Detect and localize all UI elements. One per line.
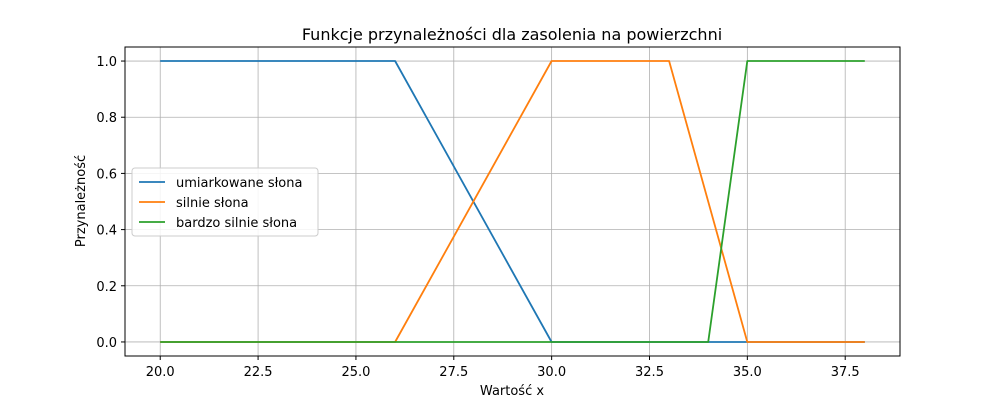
x-tick-label: 32.5 (635, 365, 664, 380)
y-tick-label: 1.0 (96, 55, 117, 70)
x-tick-label: 27.5 (439, 365, 468, 380)
x-axis-label: Wartość x (480, 384, 544, 399)
x-tick-label: 35.0 (733, 365, 762, 380)
y-axis-label: Przynależność (74, 155, 89, 247)
legend: umiarkowane słona silnie słona bardzo siln… (131, 167, 319, 237)
x-tick-label: 25.0 (341, 365, 370, 380)
x-tick-label: 22.5 (244, 365, 273, 380)
legend-label-2: bardzo silnie słona (176, 216, 297, 231)
x-axis-ticks: 20.0 22.5 25.0 27.5 30.0 32.5 35.0 37.5 (146, 356, 860, 380)
chart-title: Funkcje przynależności dla zasolenia na … (302, 25, 722, 44)
y-tick-label: 0.6 (96, 167, 117, 182)
x-tick-label: 20.0 (146, 365, 175, 380)
y-axis-ticks: 0.0 0.2 0.4 0.6 0.8 1.0 (96, 55, 125, 351)
y-tick-label: 0.8 (96, 111, 117, 126)
y-tick-label: 0.0 (96, 336, 117, 351)
legend-box (131, 167, 319, 237)
y-tick-label: 0.4 (96, 224, 117, 239)
series-line-2 (160, 60, 865, 343)
plot-frame (124, 46, 901, 357)
series-lines (160, 60, 865, 343)
x-tick-label: 37.5 (831, 365, 860, 380)
legend-label-1: silnie słona (176, 196, 249, 211)
y-tick-label: 0.2 (96, 280, 117, 295)
x-tick-label: 30.0 (537, 365, 566, 380)
legend-label-0: umiarkowane słona (176, 176, 302, 191)
